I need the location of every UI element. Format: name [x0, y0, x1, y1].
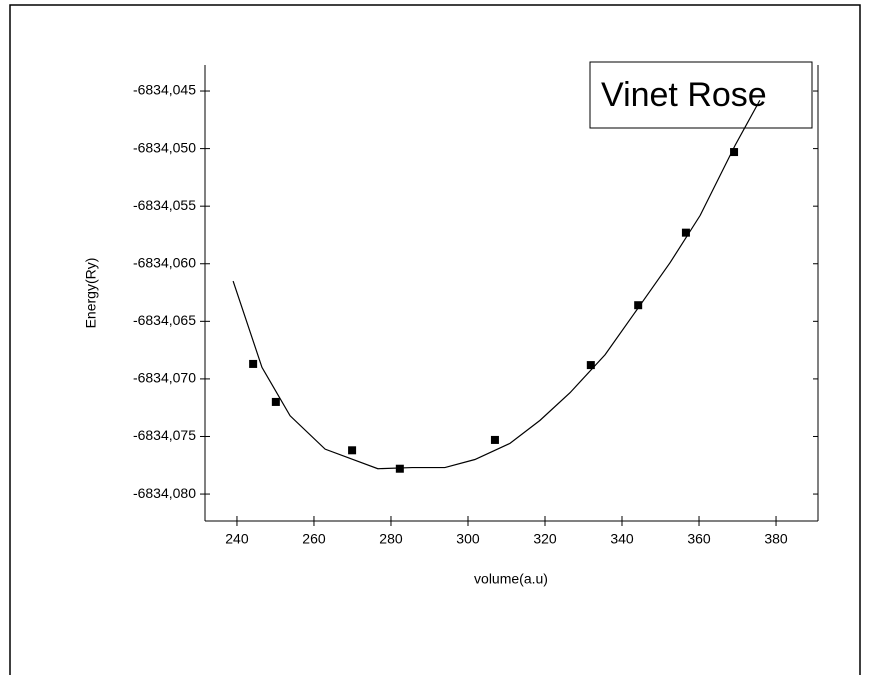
- data-point: [348, 446, 357, 455]
- y-tick-label: -6834,060: [133, 254, 196, 270]
- legend-text: Vinet Rose: [601, 76, 767, 114]
- y-tick-label: -6834,065: [133, 312, 196, 328]
- data-point: [586, 361, 595, 370]
- data-point: [395, 464, 404, 473]
- x-tick-label: 240: [225, 531, 249, 547]
- data-point: [730, 148, 739, 157]
- x-tick-label: 260: [302, 531, 326, 547]
- x-tick-label: 300: [456, 531, 480, 547]
- y-axis-label: Energy(Ry): [83, 258, 99, 329]
- fit-line: [232, 99, 761, 470]
- page-frame: [9, 4, 861, 675]
- y-tick-label: -6834,075: [133, 427, 196, 443]
- x-tick-label: 340: [610, 531, 634, 547]
- data-point: [634, 301, 643, 310]
- data-point: [271, 397, 280, 406]
- x-axis-label: volume(a.u): [474, 571, 548, 587]
- y-tick-label: -6834,080: [133, 485, 196, 501]
- x-tick-label: 320: [533, 531, 557, 547]
- data-point: [249, 359, 258, 368]
- x-tick-label: 360: [687, 531, 711, 547]
- x-tick-label: 380: [764, 531, 788, 547]
- y-tick-label: -6834,070: [133, 370, 196, 386]
- y-tick-label: -6834,055: [133, 197, 196, 213]
- legend-box: [589, 61, 813, 129]
- data-point: [490, 435, 499, 444]
- data-point: [681, 228, 690, 237]
- x-tick-label: 280: [379, 531, 403, 547]
- y-tick-label: -6834,045: [133, 82, 196, 98]
- y-tick-label: -6834,050: [133, 139, 196, 155]
